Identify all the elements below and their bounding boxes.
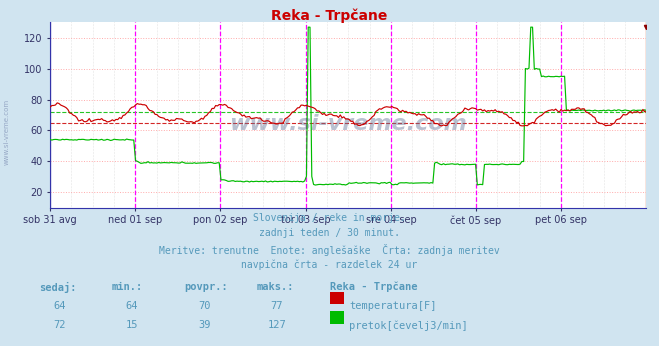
Text: Reka - Trpčane: Reka - Trpčane: [330, 282, 417, 292]
Text: sedaj:: sedaj:: [40, 282, 77, 293]
Text: www.si-vreme.com: www.si-vreme.com: [3, 98, 10, 165]
Text: 15: 15: [126, 320, 138, 330]
Text: 39: 39: [198, 320, 210, 330]
Text: min.:: min.:: [112, 282, 143, 292]
Text: Slovenija / reke in morje.: Slovenija / reke in morje.: [253, 213, 406, 223]
Text: 64: 64: [126, 301, 138, 311]
Text: Meritve: trenutne  Enote: anglešaške  Črta: zadnja meritev: Meritve: trenutne Enote: anglešaške Črta…: [159, 244, 500, 256]
Text: temperatura[F]: temperatura[F]: [349, 301, 437, 311]
Text: Reka - Trpčane: Reka - Trpčane: [272, 9, 387, 23]
Text: 77: 77: [271, 301, 283, 311]
Text: 127: 127: [268, 320, 286, 330]
Text: povpr.:: povpr.:: [185, 282, 228, 292]
Text: 72: 72: [53, 320, 65, 330]
Text: pretok[čevelj3/min]: pretok[čevelj3/min]: [349, 320, 468, 330]
Text: navpična črta - razdelek 24 ur: navpična črta - razdelek 24 ur: [241, 260, 418, 270]
Text: 64: 64: [53, 301, 65, 311]
Text: maks.:: maks.:: [257, 282, 295, 292]
Text: www.si-vreme.com: www.si-vreme.com: [229, 114, 467, 134]
Text: 70: 70: [198, 301, 210, 311]
Text: zadnji teden / 30 minut.: zadnji teden / 30 minut.: [259, 228, 400, 238]
